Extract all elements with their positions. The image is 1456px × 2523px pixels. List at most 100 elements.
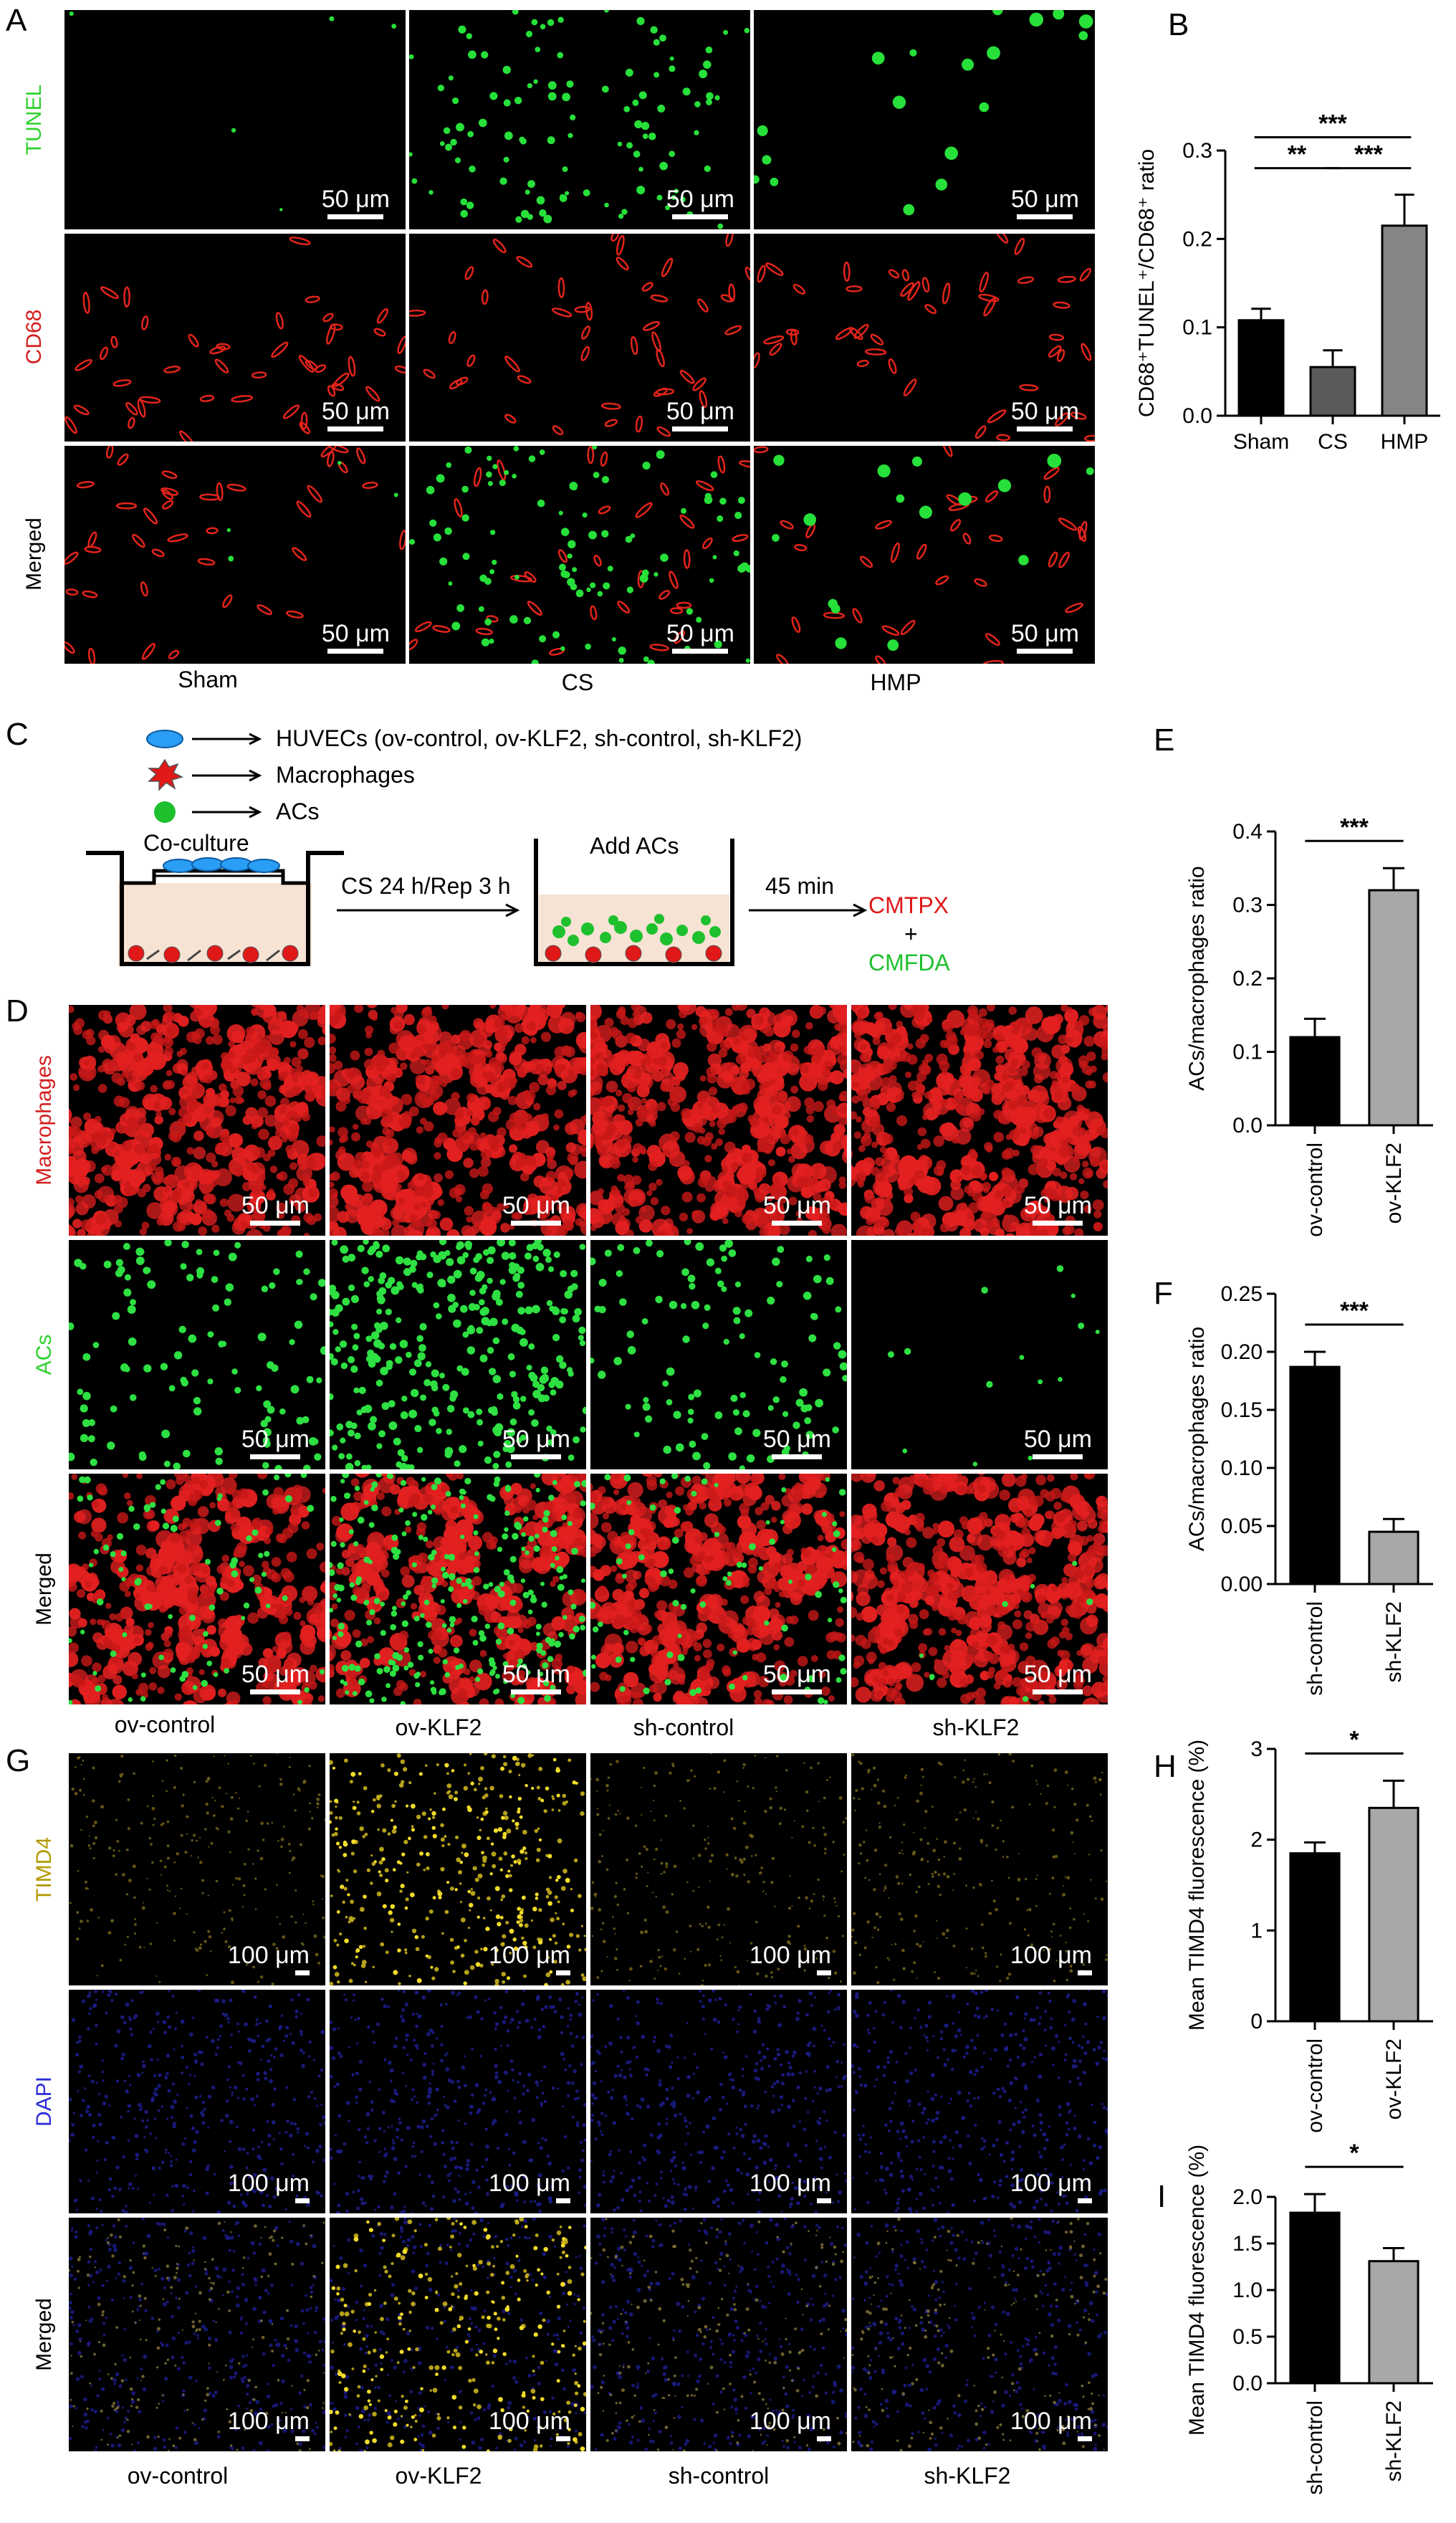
scale-bar-label: 50 μm — [1024, 1427, 1092, 1451]
x-tick-label: HMP — [1381, 430, 1429, 454]
row-label-macrophages: Macrophages — [32, 1055, 57, 1186]
scale-bar-label: 100 μm — [228, 1943, 310, 1968]
scale-bar-line — [817, 2436, 831, 2441]
huvec-icon — [147, 730, 183, 748]
y-tick-label: 0.00 — [1221, 1573, 1263, 1596]
scale-bar-label: 100 μm — [749, 2409, 831, 2433]
micrograph-d-macro-sh-control: 50 μm — [590, 1005, 847, 1236]
significance-label: *** — [1340, 814, 1369, 841]
significance-label: * — [1349, 1726, 1359, 1753]
row-label-cd68: CD68 — [22, 310, 47, 365]
plus-label: + — [904, 921, 918, 948]
micrograph-d-macro-ov-klf2: 50 μm — [330, 1005, 586, 1236]
micrograph-g-dapi-sh-klf2: 100 μm — [851, 1990, 1108, 2213]
col-label-g-ov-klf2: ov-KLF2 — [396, 2463, 482, 2489]
micrograph-d-merged-sh-klf2: 50 μm — [851, 1474, 1108, 1704]
scale-bar: 50 μm — [241, 1427, 310, 1459]
micrograph-d-macro-sh-klf2: 50 μm — [851, 1005, 1108, 1236]
scale-bar-line — [327, 214, 383, 219]
bar — [1290, 1854, 1339, 2021]
y-tick-label: 0.3 — [1232, 894, 1263, 917]
cmfda-label: CMFDA — [868, 950, 950, 976]
significance-label: *** — [1354, 141, 1383, 168]
scale-bar: 50 μm — [502, 1193, 570, 1226]
x-tick-label: sh-control — [1303, 1601, 1327, 1696]
micrograph-d-merged-ov-klf2: 50 μm — [330, 1474, 586, 1704]
scale-bar-label: 100 μm — [749, 1943, 831, 1968]
scale-bar-label: 100 μm — [228, 2171, 310, 2195]
scale-bar-label: 50 μm — [241, 1427, 310, 1451]
micrograph-d-merged-sh-control: 50 μm — [590, 1474, 847, 1704]
micrograph-d-acs-ov-control: 50 μm — [69, 1240, 325, 1469]
scale-bar-label: 50 μm — [1011, 187, 1079, 211]
significance-label: *** — [1340, 1297, 1369, 1325]
scale-bar-label: 50 μm — [241, 1662, 310, 1687]
bar — [1239, 320, 1283, 416]
scale-bar-line — [1033, 1689, 1083, 1694]
scale-bar: 100 μm — [749, 2409, 831, 2441]
scale-bar-line — [295, 2436, 310, 2441]
row-label-merged-d: Merged — [32, 1553, 57, 1626]
scale-bar: 100 μm — [1010, 2171, 1092, 2203]
y-tick-label: 0.2 — [1182, 227, 1212, 251]
col-label-hmp: HMP — [870, 669, 921, 696]
scale-bar-line — [817, 2198, 831, 2203]
scale-bar-line — [1078, 2198, 1092, 2203]
y-tick-label: 0.3 — [1182, 139, 1212, 163]
scale-bar-line — [295, 1970, 310, 1975]
scale-bar-label: 50 μm — [502, 1193, 570, 1218]
x-tick-label: ov-control — [1303, 2038, 1327, 2133]
scale-bar: 50 μm — [241, 1662, 310, 1694]
micrograph-a-tunel-hmp: 50 μm — [754, 10, 1095, 229]
scale-bar: 100 μm — [489, 2171, 570, 2203]
bar — [1290, 1367, 1339, 1584]
scale-bar: 100 μm — [489, 2409, 570, 2441]
scale-bar-label: 50 μm — [1024, 1193, 1092, 1218]
scale-bar-label: 50 μm — [502, 1427, 570, 1451]
y-tick-label: 0.25 — [1221, 1282, 1263, 1306]
micrograph-g-dapi-ov-control: 100 μm — [69, 1990, 325, 2213]
bar — [1382, 226, 1427, 416]
scale-bar-line — [250, 1221, 300, 1226]
micrograph-a-cd68-sham: 50 μm — [64, 234, 406, 442]
scale-bar-label: 100 μm — [1010, 2171, 1092, 2195]
micrograph-g-merged-ov-klf2: 100 μm — [330, 2218, 586, 2451]
scale-bar-line — [672, 649, 728, 654]
scale-bar-line — [250, 1689, 300, 1694]
y-tick-label: 0.20 — [1221, 1340, 1263, 1364]
micrograph-d-acs-sh-control: 50 μm — [590, 1240, 847, 1469]
scale-bar-line — [672, 214, 728, 219]
scale-bar: 50 μm — [1011, 621, 1079, 654]
row-label-dapi: DAPI — [32, 2076, 57, 2127]
scale-bar-line — [511, 1221, 561, 1226]
micrograph-d-merged-ov-control: 50 μm — [69, 1474, 325, 1704]
scale-bar-label: 100 μm — [749, 2171, 831, 2195]
scale-bar-label: 50 μm — [763, 1427, 831, 1451]
col-label-g-sh-klf2: sh-KLF2 — [924, 2463, 1011, 2489]
col-label-sham: Sham — [178, 667, 238, 693]
col-label-d-sh-control: sh-control — [633, 1714, 734, 1741]
scale-bar-line — [1078, 1970, 1092, 1975]
scale-bar: 100 μm — [749, 1943, 831, 1975]
row-label-merged: Merged — [22, 518, 47, 591]
step2-label: 45 min — [765, 873, 834, 900]
row-label-acs: ACs — [32, 1335, 57, 1375]
scale-bar: 50 μm — [502, 1662, 570, 1694]
scale-bar-label: 50 μm — [1011, 621, 1079, 646]
scale-bar-line — [556, 2198, 570, 2203]
y-tick-label: 3 — [1250, 1737, 1263, 1761]
step1-label: CS 24 h/Rep 3 h — [341, 873, 511, 900]
scale-bar: 100 μm — [489, 1943, 570, 1975]
scale-bar-label: 50 μm — [666, 399, 734, 424]
scale-bar: 50 μm — [1024, 1662, 1092, 1694]
scale-bar-label: 50 μm — [1024, 1662, 1092, 1687]
col-label-d-ov-klf2: ov-KLF2 — [396, 1714, 482, 1741]
scale-bar-line — [295, 2198, 310, 2203]
x-tick-label: CS — [1318, 430, 1348, 454]
y-tick-label: 0.15 — [1221, 1398, 1263, 1422]
micrograph-g-dapi-sh-control: 100 μm — [590, 1990, 847, 2213]
scale-bar-label: 50 μm — [666, 187, 734, 211]
legend-acs: ACs — [276, 798, 319, 825]
scale-bar: 50 μm — [322, 187, 390, 219]
